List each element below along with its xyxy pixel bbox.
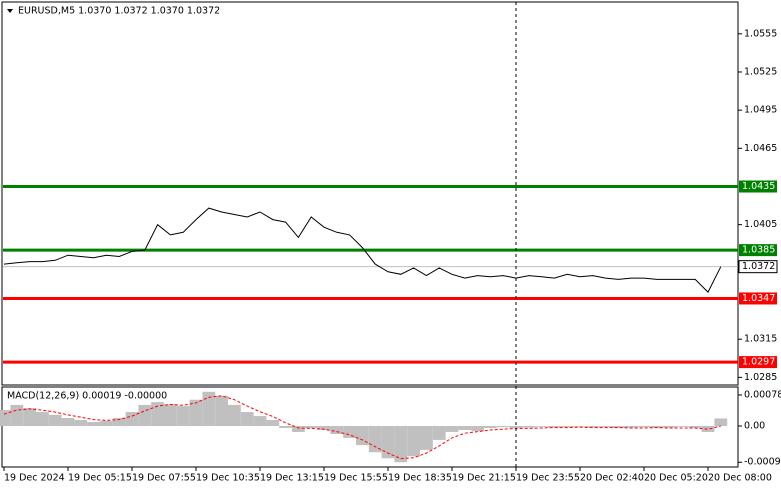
x-tick-label: 20 Dec 08:00 [708,473,772,484]
x-tick-label: 19 Dec 05:15 [68,473,132,484]
histogram-bar [394,426,408,463]
histogram-bar [10,404,24,427]
histogram-bar [266,420,280,427]
x-tick-label: 19 Dec 23:55 [516,473,580,484]
y-tick-label: 1.0285 [744,372,777,383]
histogram-bar [356,426,369,446]
histogram-bar [688,426,702,428]
histogram-bar [432,426,446,440]
chart-title: EURUSD,M5 1.0370 1.0372 1.0370 1.0372 [18,6,220,17]
histogram-bar [381,426,395,459]
histogram-bar [125,412,139,427]
histogram-bar [202,391,216,427]
histogram-bar [522,426,536,428]
histogram-bar [420,426,433,450]
histogram-bar [573,426,587,427]
level-label-box [739,244,777,257]
main-panel [1,1,739,386]
y-tick-label: 1.0465 [744,143,777,154]
macd-title: MACD(12,26,9) 0.00019 -0.00000 [7,391,167,402]
x-tick-label: 19 Dec 07:55 [132,473,196,484]
histogram-bar [240,412,254,427]
histogram-bar [624,426,638,428]
level-label-box [739,180,777,193]
y-tick-label: 0.00 [744,421,765,432]
histogram-bar [74,420,88,427]
price-line [3,207,722,293]
x-tick-label: 19 Dec 15:55 [324,473,388,484]
last-price-box [738,260,778,274]
histogram-bar [112,418,126,427]
y-tick-label: 1.0315 [744,334,777,345]
y-tick-label: 1.0495 [744,105,777,116]
histogram-bar [228,404,241,427]
y-tick-label: 1.0405 [744,219,777,230]
histogram-bar [458,426,472,430]
histogram-bar [586,426,600,428]
histogram-bar [215,395,228,427]
histogram-bar [535,426,548,427]
histogram-bar [676,426,689,427]
y-tick-label: 0.00078 [744,389,781,400]
histogram-bar [637,426,651,428]
level-label: 1.0347 [742,293,775,304]
histogram-bar [279,426,292,428]
histogram-bar [176,406,190,427]
level-label-box [739,292,777,305]
last-price-label: 1.0372 [742,261,775,272]
histogram-bar [36,412,49,427]
histogram-bar [100,420,113,427]
histogram-bar [330,426,344,434]
histogram-bar [253,416,267,427]
histogram-bar [445,426,459,432]
x-tick-label: 20 Dec 05:20 [644,473,708,484]
y-tick-label: 1.0525 [744,66,777,77]
histogram-bar [484,426,497,428]
x-tick-label: 19 Dec 10:35 [196,473,260,484]
histogram-bar [560,426,574,428]
histogram-bar [612,426,625,428]
x-tick-label: 19 Dec 18:35 [388,473,452,484]
signal-line [3,395,721,460]
x-tick-label: 20 Dec 02:40 [580,473,644,484]
histogram-bar [317,426,331,430]
x-tick-label: 19 Dec 13:15 [260,473,324,484]
histogram-bar [61,418,75,427]
y-tick-label: 1.0555 [744,28,777,39]
menu-arrow [7,9,13,13]
x-tick-label: 19 Dec 2024 [4,473,65,484]
level-label: 1.0297 [742,357,775,368]
histogram-bar [714,418,728,427]
histogram-bar [663,426,676,428]
histogram-bar [650,426,664,428]
histogram-bar [164,404,177,427]
histogram-bar [599,426,612,428]
histogram-bar [343,426,356,438]
histogram-bar [292,426,305,432]
histogram-bar [23,408,36,427]
histogram-bar [87,422,100,427]
histogram-bar [304,426,318,428]
histogram-bar [151,402,164,427]
plot-layer: 19 Dec 2024 19 Dec 05:15 19 Dec 07:55 19 De… [0,28,781,484]
y-tick-label: -0.00091 [744,457,781,468]
level-label: 1.0435 [742,181,775,192]
x-tick-label: 19 Dec 21:15 [452,473,516,484]
histogram-bar [189,399,203,427]
histogram-bar [407,426,420,457]
histogram-bar [471,426,484,432]
histogram-bar [0,410,11,427]
histogram-bar [701,426,715,432]
level-label: 1.0385 [742,245,775,256]
histogram-bar [368,426,382,453]
histogram-bar [509,426,523,428]
histogram-bar [138,404,152,427]
level-label-box [739,356,777,369]
histogram-bar [48,414,62,427]
histogram-bar [548,426,561,428]
histogram-bar [496,426,510,428]
